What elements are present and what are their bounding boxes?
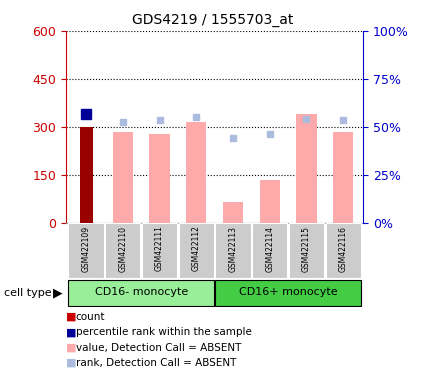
- Text: ■: ■: [66, 327, 76, 337]
- Text: cell type: cell type: [4, 288, 52, 298]
- Text: GSM422111: GSM422111: [155, 225, 164, 271]
- Text: GSM422115: GSM422115: [302, 225, 311, 271]
- Text: ▶: ▶: [53, 286, 62, 299]
- Bar: [252, 223, 287, 278]
- Text: GSM422116: GSM422116: [339, 225, 348, 271]
- Bar: [333, 131, 353, 223]
- Bar: [215, 223, 251, 278]
- Text: CD16+ monocyte: CD16+ monocyte: [239, 287, 337, 297]
- Text: GSM422113: GSM422113: [229, 225, 238, 271]
- Text: ■: ■: [66, 312, 76, 322]
- Text: count: count: [76, 312, 105, 322]
- Text: percentile rank within the sample: percentile rank within the sample: [76, 327, 252, 337]
- Bar: [68, 223, 104, 278]
- Text: GSM422110: GSM422110: [118, 225, 127, 271]
- Bar: [289, 223, 324, 278]
- Text: GDS4219 / 1555703_at: GDS4219 / 1555703_at: [132, 13, 293, 27]
- Text: CD16- monocyte: CD16- monocyte: [94, 287, 188, 297]
- Bar: [326, 223, 361, 278]
- Text: ■: ■: [66, 358, 76, 368]
- Bar: [296, 114, 317, 223]
- Text: GSM422114: GSM422114: [265, 225, 274, 271]
- Bar: [186, 122, 207, 223]
- Bar: [79, 127, 93, 223]
- Bar: [178, 223, 214, 278]
- Bar: [68, 280, 214, 306]
- Bar: [260, 180, 280, 223]
- Text: ■: ■: [66, 343, 76, 353]
- Text: rank, Detection Call = ABSENT: rank, Detection Call = ABSENT: [76, 358, 236, 368]
- Bar: [150, 134, 170, 223]
- Bar: [113, 131, 133, 223]
- Text: GSM422112: GSM422112: [192, 225, 201, 271]
- Text: value, Detection Call = ABSENT: value, Detection Call = ABSENT: [76, 343, 241, 353]
- Bar: [223, 202, 243, 223]
- Bar: [215, 280, 361, 306]
- Text: GSM422109: GSM422109: [82, 225, 91, 271]
- Bar: [105, 223, 140, 278]
- Bar: [142, 223, 177, 278]
